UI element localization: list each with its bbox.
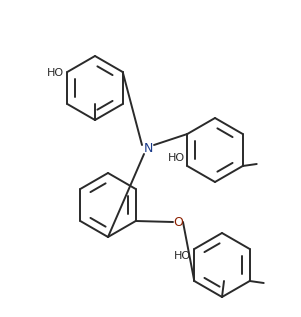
Text: O: O — [173, 216, 183, 229]
Text: HO: HO — [174, 251, 191, 261]
Text: HO: HO — [47, 68, 64, 78]
Text: N: N — [143, 141, 153, 154]
Text: HO: HO — [168, 153, 185, 163]
